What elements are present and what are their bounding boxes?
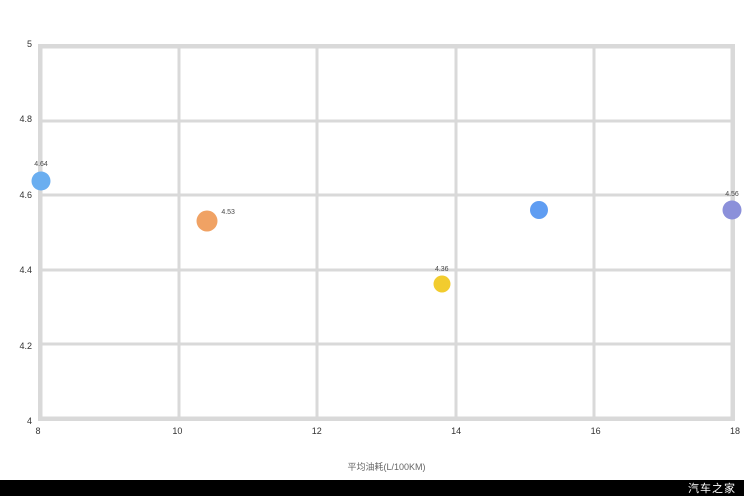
y-tick-label: 4.6 (19, 189, 32, 200)
data-point-2[interactable] (433, 275, 451, 293)
gridline-horizontal (41, 193, 732, 197)
y-tick-label: 4.2 (19, 340, 32, 351)
y-tick-label: 5 (26, 39, 32, 49)
bubble-chart: 4.64 4.53 4.36 4.56 4 4.2 4.4 4.6 4.8 5 8 10 12 14 16… (19, 39, 742, 472)
gridline-horizontal (41, 342, 732, 346)
watermark-bar: 汽车之家 (0, 480, 744, 496)
point-annotation-4: 4.56 (725, 190, 739, 198)
gridline-horizontal (41, 268, 732, 272)
plot-area: 4.64 4.53 4.36 4.56 (31, 44, 742, 421)
gridline-vertical (315, 47, 319, 418)
x-tick-label: 14 (451, 426, 462, 436)
y-tick-label: 4 (26, 416, 32, 426)
point-annotation-1: 4.53 (221, 209, 235, 217)
y-tick-label: 4.8 (19, 114, 32, 125)
data-point-4[interactable] (722, 200, 742, 220)
x-tick-label: 8 (35, 426, 41, 436)
data-point-1[interactable] (196, 210, 218, 232)
data-point-0[interactable] (31, 171, 51, 191)
x-tick-label: 12 (311, 426, 322, 436)
gridline-horizontal (41, 119, 732, 123)
gridline-vertical (730, 47, 734, 418)
gridline-vertical (39, 47, 43, 418)
gridline-vertical (177, 47, 181, 418)
gridline-vertical (592, 47, 596, 418)
x-tick-label: 18 (729, 426, 741, 436)
data-point-3[interactable] (529, 201, 548, 220)
y-tick-label: 4.4 (19, 265, 32, 276)
gridline-horizontal (41, 416, 732, 420)
x-tick-label: 10 (172, 426, 183, 436)
watermark-text: 汽车之家 (688, 483, 736, 495)
x-tick-label: 16 (590, 426, 601, 436)
gridline-vertical (454, 47, 458, 418)
point-annotation-0: 4.64 (34, 161, 48, 169)
gridline-horizontal (41, 45, 732, 49)
point-annotation-2: 4.36 (434, 265, 449, 273)
x-axis-title: 平均油耗(L/100KM) (347, 462, 426, 472)
